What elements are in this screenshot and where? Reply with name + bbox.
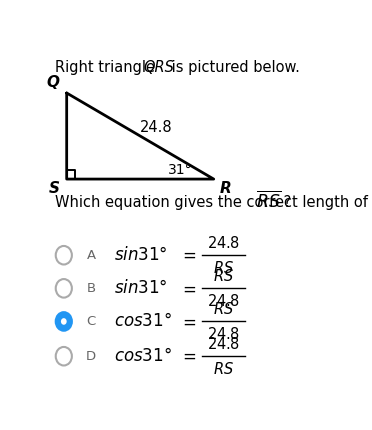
- Text: QRS: QRS: [143, 60, 174, 75]
- Text: $cos31°$: $cos31°$: [114, 313, 172, 330]
- Text: 31°: 31°: [168, 163, 193, 177]
- Text: Q: Q: [46, 75, 60, 90]
- Text: $=$: $=$: [179, 347, 196, 365]
- Text: C: C: [87, 315, 96, 328]
- Text: $\mathit{RS}$: $\mathit{RS}$: [213, 361, 234, 377]
- Text: $\mathit{RS}$: $\mathit{RS}$: [213, 268, 234, 284]
- Text: R: R: [219, 181, 231, 196]
- Text: $=$: $=$: [179, 246, 196, 264]
- Text: A: A: [87, 249, 96, 262]
- Circle shape: [56, 246, 72, 264]
- Text: $\mathit{RS}$: $\mathit{RS}$: [213, 301, 234, 317]
- Text: $24.8$: $24.8$: [207, 235, 240, 251]
- Text: ?: ?: [279, 195, 291, 210]
- Text: $=$: $=$: [179, 280, 196, 297]
- Text: $24.8$: $24.8$: [207, 293, 240, 309]
- Text: 24.8: 24.8: [140, 120, 172, 135]
- Text: is pictured below.: is pictured below.: [167, 60, 300, 75]
- Text: $sin31°$: $sin31°$: [114, 246, 168, 264]
- Text: $\mathit{RS}$: $\mathit{RS}$: [213, 260, 234, 276]
- Circle shape: [56, 279, 72, 298]
- Text: $24.8$: $24.8$: [207, 336, 240, 352]
- Text: D: D: [86, 350, 96, 363]
- Circle shape: [61, 318, 67, 325]
- Text: $sin31°$: $sin31°$: [114, 280, 168, 297]
- Text: Right triangle: Right triangle: [55, 60, 160, 75]
- Text: $24.8$: $24.8$: [207, 326, 240, 342]
- Text: $\overline{\mathit{RS}}$: $\overline{\mathit{RS}}$: [256, 191, 280, 212]
- Circle shape: [56, 312, 72, 331]
- Circle shape: [56, 347, 72, 366]
- Text: $cos31°$: $cos31°$: [114, 347, 172, 365]
- Text: S: S: [48, 181, 60, 196]
- Text: Which equation gives the correct length of side: Which equation gives the correct length …: [55, 195, 372, 210]
- Text: B: B: [87, 282, 96, 295]
- Text: $=$: $=$: [179, 313, 196, 330]
